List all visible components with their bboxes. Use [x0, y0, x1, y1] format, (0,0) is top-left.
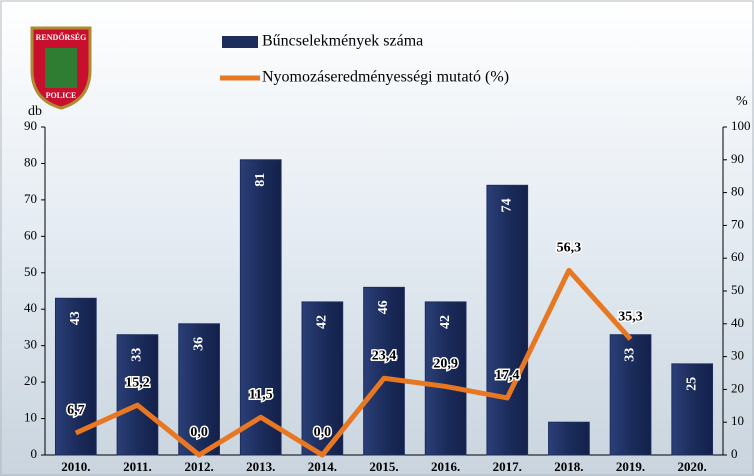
- bar: [549, 422, 590, 455]
- y2-tick-label: 50: [731, 282, 744, 297]
- y2-tick-label: 80: [731, 184, 744, 199]
- line-label: 0,0: [190, 425, 208, 440]
- y-tick-label: 70: [24, 191, 37, 206]
- line-label: 35,3: [618, 309, 643, 324]
- y2-tick-label: 90: [731, 151, 744, 166]
- y2-tick-label: 60: [731, 249, 744, 264]
- y-axis-label: db: [28, 104, 42, 119]
- y-tick-label: 0: [31, 446, 38, 461]
- y-tick-label: 50: [24, 264, 37, 279]
- y2-tick-label: 20: [731, 380, 744, 395]
- y2-tick-label: 70: [731, 216, 744, 231]
- bar-label: 42: [438, 315, 453, 329]
- line-label: 6,7: [67, 403, 85, 418]
- chart: RENDŐRSÉG POLICE db % 0 10 20 30 40 50 60 70 80 9…: [0, 0, 754, 476]
- line-label: 17,4: [495, 368, 520, 383]
- y2-axis-label: %: [736, 94, 748, 109]
- x-tick-label: 2011.: [123, 459, 152, 474]
- x-tick-label: 2013.: [246, 459, 275, 474]
- x-tick-label: 2016.: [431, 459, 460, 474]
- logo: RENDŐRSÉG POLICE: [32, 28, 90, 108]
- x-tick-label: 2019.: [616, 459, 645, 474]
- y-tick-label: 60: [24, 227, 37, 242]
- x-tick-label: 2012.: [184, 459, 213, 474]
- legend-label: Bűncselekmények száma: [262, 33, 423, 50]
- bar-label: 33: [130, 348, 145, 362]
- bar-label: 33: [623, 348, 638, 362]
- x-tick-label: 2018.: [554, 459, 583, 474]
- bar-label: 43: [68, 311, 83, 325]
- line-label: 0,0: [314, 425, 332, 440]
- y-tick-label: 90: [24, 118, 37, 133]
- bar-label: 36: [191, 337, 206, 351]
- x-tick-label: 2017.: [493, 459, 522, 474]
- bar-label: 81: [253, 173, 268, 187]
- y2-tick-label: 30: [731, 348, 744, 363]
- legend-label: Nyomozáseredményességi mutató (%): [262, 69, 509, 86]
- logo-center: [45, 48, 77, 88]
- line-label: 56,3: [557, 241, 582, 256]
- y-tick-label: 40: [24, 300, 37, 315]
- bar: [240, 160, 281, 455]
- logo-bottom: POLICE: [46, 91, 77, 100]
- x-tick-label: 2015.: [369, 459, 398, 474]
- y-tick-label: 80: [24, 154, 37, 169]
- y-tick-label: 10: [24, 410, 37, 425]
- y-tick-label: 30: [24, 337, 37, 352]
- logo-top: RENDŐRSÉG: [36, 32, 87, 42]
- bar-label: 46: [376, 300, 391, 314]
- bar-label: 25: [684, 377, 699, 391]
- legend-swatch: [222, 36, 258, 48]
- bar-label: 42: [315, 315, 330, 329]
- line-label: 11,5: [249, 387, 273, 402]
- y2-tick-label: 100: [731, 118, 751, 133]
- line-label: 20,9: [433, 357, 458, 372]
- y2-tick-label: 0: [731, 446, 738, 461]
- y2-tick-label: 10: [731, 413, 744, 428]
- line-label: 23,4: [372, 348, 397, 363]
- x-tick-label: 2010.: [61, 459, 90, 474]
- y-tick-label: 20: [24, 373, 37, 388]
- y2-tick-label: 40: [731, 315, 744, 330]
- x-tick-label: 2014.: [308, 459, 337, 474]
- x-tick-label: 2020.: [678, 459, 707, 474]
- line-label: 15,2: [125, 375, 150, 390]
- bar: [487, 185, 528, 455]
- bar-label: 74: [499, 198, 514, 212]
